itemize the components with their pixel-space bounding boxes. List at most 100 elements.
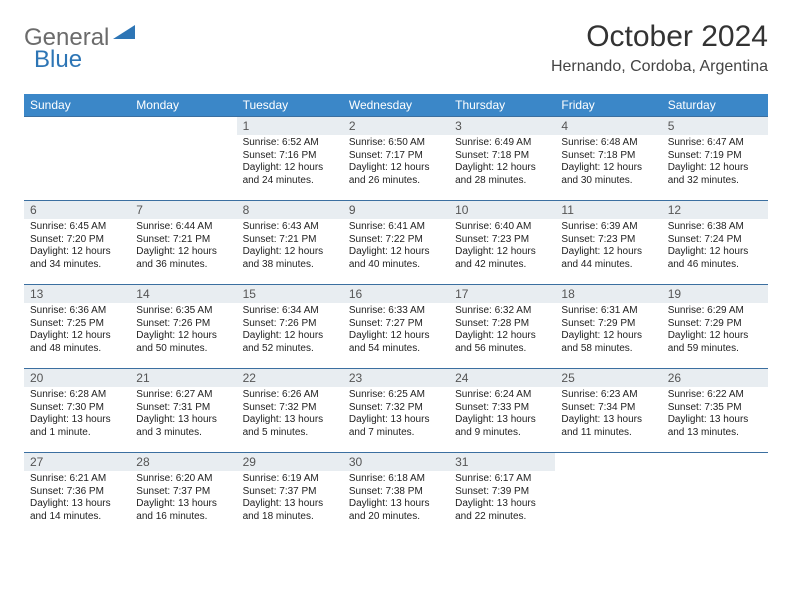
day-content: Sunrise: 6:45 AMSunset: 7:20 PMDaylight:… (24, 219, 130, 275)
day-content: Sunrise: 6:48 AMSunset: 7:18 PMDaylight:… (555, 135, 661, 191)
day-content: Sunrise: 6:38 AMSunset: 7:24 PMDaylight:… (662, 219, 768, 275)
calendar-day-cell: 7Sunrise: 6:44 AMSunset: 7:21 PMDaylight… (130, 201, 236, 285)
calendar-day-cell: 13Sunrise: 6:36 AMSunset: 7:25 PMDayligh… (24, 285, 130, 369)
calendar-day-cell: 24Sunrise: 6:24 AMSunset: 7:33 PMDayligh… (449, 369, 555, 453)
weekday-row: SundayMondayTuesdayWednesdayThursdayFrid… (24, 94, 768, 117)
day-content: Sunrise: 6:19 AMSunset: 7:37 PMDaylight:… (237, 471, 343, 527)
day-content: Sunrise: 6:25 AMSunset: 7:32 PMDaylight:… (343, 387, 449, 443)
calendar-day-cell: 25Sunrise: 6:23 AMSunset: 7:34 PMDayligh… (555, 369, 661, 453)
calendar-row: 20Sunrise: 6:28 AMSunset: 7:30 PMDayligh… (24, 369, 768, 453)
day-content: Sunrise: 6:35 AMSunset: 7:26 PMDaylight:… (130, 303, 236, 359)
day-content: Sunrise: 6:40 AMSunset: 7:23 PMDaylight:… (449, 219, 555, 275)
day-content: Sunrise: 6:33 AMSunset: 7:27 PMDaylight:… (343, 303, 449, 359)
day-content: Sunrise: 6:31 AMSunset: 7:29 PMDaylight:… (555, 303, 661, 359)
calendar-day-cell: 21Sunrise: 6:27 AMSunset: 7:31 PMDayligh… (130, 369, 236, 453)
day-content: Sunrise: 6:29 AMSunset: 7:29 PMDaylight:… (662, 303, 768, 359)
calendar-body: 1Sunrise: 6:52 AMSunset: 7:16 PMDaylight… (24, 117, 768, 537)
calendar-empty-cell (24, 117, 130, 201)
day-number: 22 (237, 369, 343, 387)
calendar-table: SundayMondayTuesdayWednesdayThursdayFrid… (24, 94, 768, 537)
day-number: 31 (449, 453, 555, 471)
day-content: Sunrise: 6:20 AMSunset: 7:37 PMDaylight:… (130, 471, 236, 527)
day-content: Sunrise: 6:50 AMSunset: 7:17 PMDaylight:… (343, 135, 449, 191)
weekday-header: Monday (130, 94, 236, 117)
day-number: 14 (130, 285, 236, 303)
calendar-day-cell: 17Sunrise: 6:32 AMSunset: 7:28 PMDayligh… (449, 285, 555, 369)
day-content: Sunrise: 6:47 AMSunset: 7:19 PMDaylight:… (662, 135, 768, 191)
day-content: Sunrise: 6:52 AMSunset: 7:16 PMDaylight:… (237, 135, 343, 191)
day-content: Sunrise: 6:34 AMSunset: 7:26 PMDaylight:… (237, 303, 343, 359)
day-number: 20 (24, 369, 130, 387)
logo-text-b: Blue (34, 46, 82, 73)
day-content: Sunrise: 6:36 AMSunset: 7:25 PMDaylight:… (24, 303, 130, 359)
day-content: Sunrise: 6:28 AMSunset: 7:30 PMDaylight:… (24, 387, 130, 443)
day-content: Sunrise: 6:27 AMSunset: 7:31 PMDaylight:… (130, 387, 236, 443)
day-number: 2 (343, 117, 449, 135)
calendar-day-cell: 30Sunrise: 6:18 AMSunset: 7:38 PMDayligh… (343, 453, 449, 537)
calendar-day-cell: 23Sunrise: 6:25 AMSunset: 7:32 PMDayligh… (343, 369, 449, 453)
location: Hernando, Cordoba, Argentina (551, 58, 768, 76)
day-number: 3 (449, 117, 555, 135)
day-content: Sunrise: 6:49 AMSunset: 7:18 PMDaylight:… (449, 135, 555, 191)
calendar-day-cell: 2Sunrise: 6:50 AMSunset: 7:17 PMDaylight… (343, 117, 449, 201)
day-content: Sunrise: 6:41 AMSunset: 7:22 PMDaylight:… (343, 219, 449, 275)
day-number: 8 (237, 201, 343, 219)
calendar-day-cell: 9Sunrise: 6:41 AMSunset: 7:22 PMDaylight… (343, 201, 449, 285)
day-number: 30 (343, 453, 449, 471)
day-number: 18 (555, 285, 661, 303)
calendar-day-cell: 26Sunrise: 6:22 AMSunset: 7:35 PMDayligh… (662, 369, 768, 453)
day-content: Sunrise: 6:24 AMSunset: 7:33 PMDaylight:… (449, 387, 555, 443)
day-number: 13 (24, 285, 130, 303)
day-content: Sunrise: 6:21 AMSunset: 7:36 PMDaylight:… (24, 471, 130, 527)
day-content: Sunrise: 6:26 AMSunset: 7:32 PMDaylight:… (237, 387, 343, 443)
calendar-day-cell: 1Sunrise: 6:52 AMSunset: 7:16 PMDaylight… (237, 117, 343, 201)
calendar-day-cell: 10Sunrise: 6:40 AMSunset: 7:23 PMDayligh… (449, 201, 555, 285)
day-number: 4 (555, 117, 661, 135)
day-number: 24 (449, 369, 555, 387)
logo-triangle-icon (113, 25, 135, 44)
day-number: 12 (662, 201, 768, 219)
weekday-header: Thursday (449, 94, 555, 117)
header: General October 2024 Hernando, Cordoba, … (24, 20, 768, 76)
day-number: 21 (130, 369, 236, 387)
calendar-day-cell: 4Sunrise: 6:48 AMSunset: 7:18 PMDaylight… (555, 117, 661, 201)
day-number: 10 (449, 201, 555, 219)
day-content: Sunrise: 6:18 AMSunset: 7:38 PMDaylight:… (343, 471, 449, 527)
day-number: 6 (24, 201, 130, 219)
weekday-header: Wednesday (343, 94, 449, 117)
day-number: 19 (662, 285, 768, 303)
calendar-day-cell: 28Sunrise: 6:20 AMSunset: 7:37 PMDayligh… (130, 453, 236, 537)
calendar-empty-cell (555, 453, 661, 537)
calendar-day-cell: 16Sunrise: 6:33 AMSunset: 7:27 PMDayligh… (343, 285, 449, 369)
month-title: October 2024 (551, 20, 768, 54)
day-number: 27 (24, 453, 130, 471)
day-number: 17 (449, 285, 555, 303)
calendar-day-cell: 27Sunrise: 6:21 AMSunset: 7:36 PMDayligh… (24, 453, 130, 537)
day-number: 26 (662, 369, 768, 387)
day-content: Sunrise: 6:32 AMSunset: 7:28 PMDaylight:… (449, 303, 555, 359)
calendar-day-cell: 12Sunrise: 6:38 AMSunset: 7:24 PMDayligh… (662, 201, 768, 285)
day-number: 7 (130, 201, 236, 219)
day-number: 15 (237, 285, 343, 303)
calendar-day-cell: 3Sunrise: 6:49 AMSunset: 7:18 PMDaylight… (449, 117, 555, 201)
calendar-day-cell: 29Sunrise: 6:19 AMSunset: 7:37 PMDayligh… (237, 453, 343, 537)
day-content: Sunrise: 6:17 AMSunset: 7:39 PMDaylight:… (449, 471, 555, 527)
calendar-empty-cell (662, 453, 768, 537)
calendar-empty-cell (130, 117, 236, 201)
calendar-row: 1Sunrise: 6:52 AMSunset: 7:16 PMDaylight… (24, 117, 768, 201)
calendar-day-cell: 20Sunrise: 6:28 AMSunset: 7:30 PMDayligh… (24, 369, 130, 453)
day-number: 25 (555, 369, 661, 387)
day-content: Sunrise: 6:23 AMSunset: 7:34 PMDaylight:… (555, 387, 661, 443)
weekday-header: Saturday (662, 94, 768, 117)
weekday-header: Sunday (24, 94, 130, 117)
day-content: Sunrise: 6:43 AMSunset: 7:21 PMDaylight:… (237, 219, 343, 275)
calendar-row: 27Sunrise: 6:21 AMSunset: 7:36 PMDayligh… (24, 453, 768, 537)
calendar-day-cell: 14Sunrise: 6:35 AMSunset: 7:26 PMDayligh… (130, 285, 236, 369)
weekday-header: Tuesday (237, 94, 343, 117)
calendar-row: 13Sunrise: 6:36 AMSunset: 7:25 PMDayligh… (24, 285, 768, 369)
day-number: 23 (343, 369, 449, 387)
title-block: October 2024 Hernando, Cordoba, Argentin… (551, 20, 768, 76)
calendar-day-cell: 15Sunrise: 6:34 AMSunset: 7:26 PMDayligh… (237, 285, 343, 369)
weekday-header: Friday (555, 94, 661, 117)
day-number: 9 (343, 201, 449, 219)
